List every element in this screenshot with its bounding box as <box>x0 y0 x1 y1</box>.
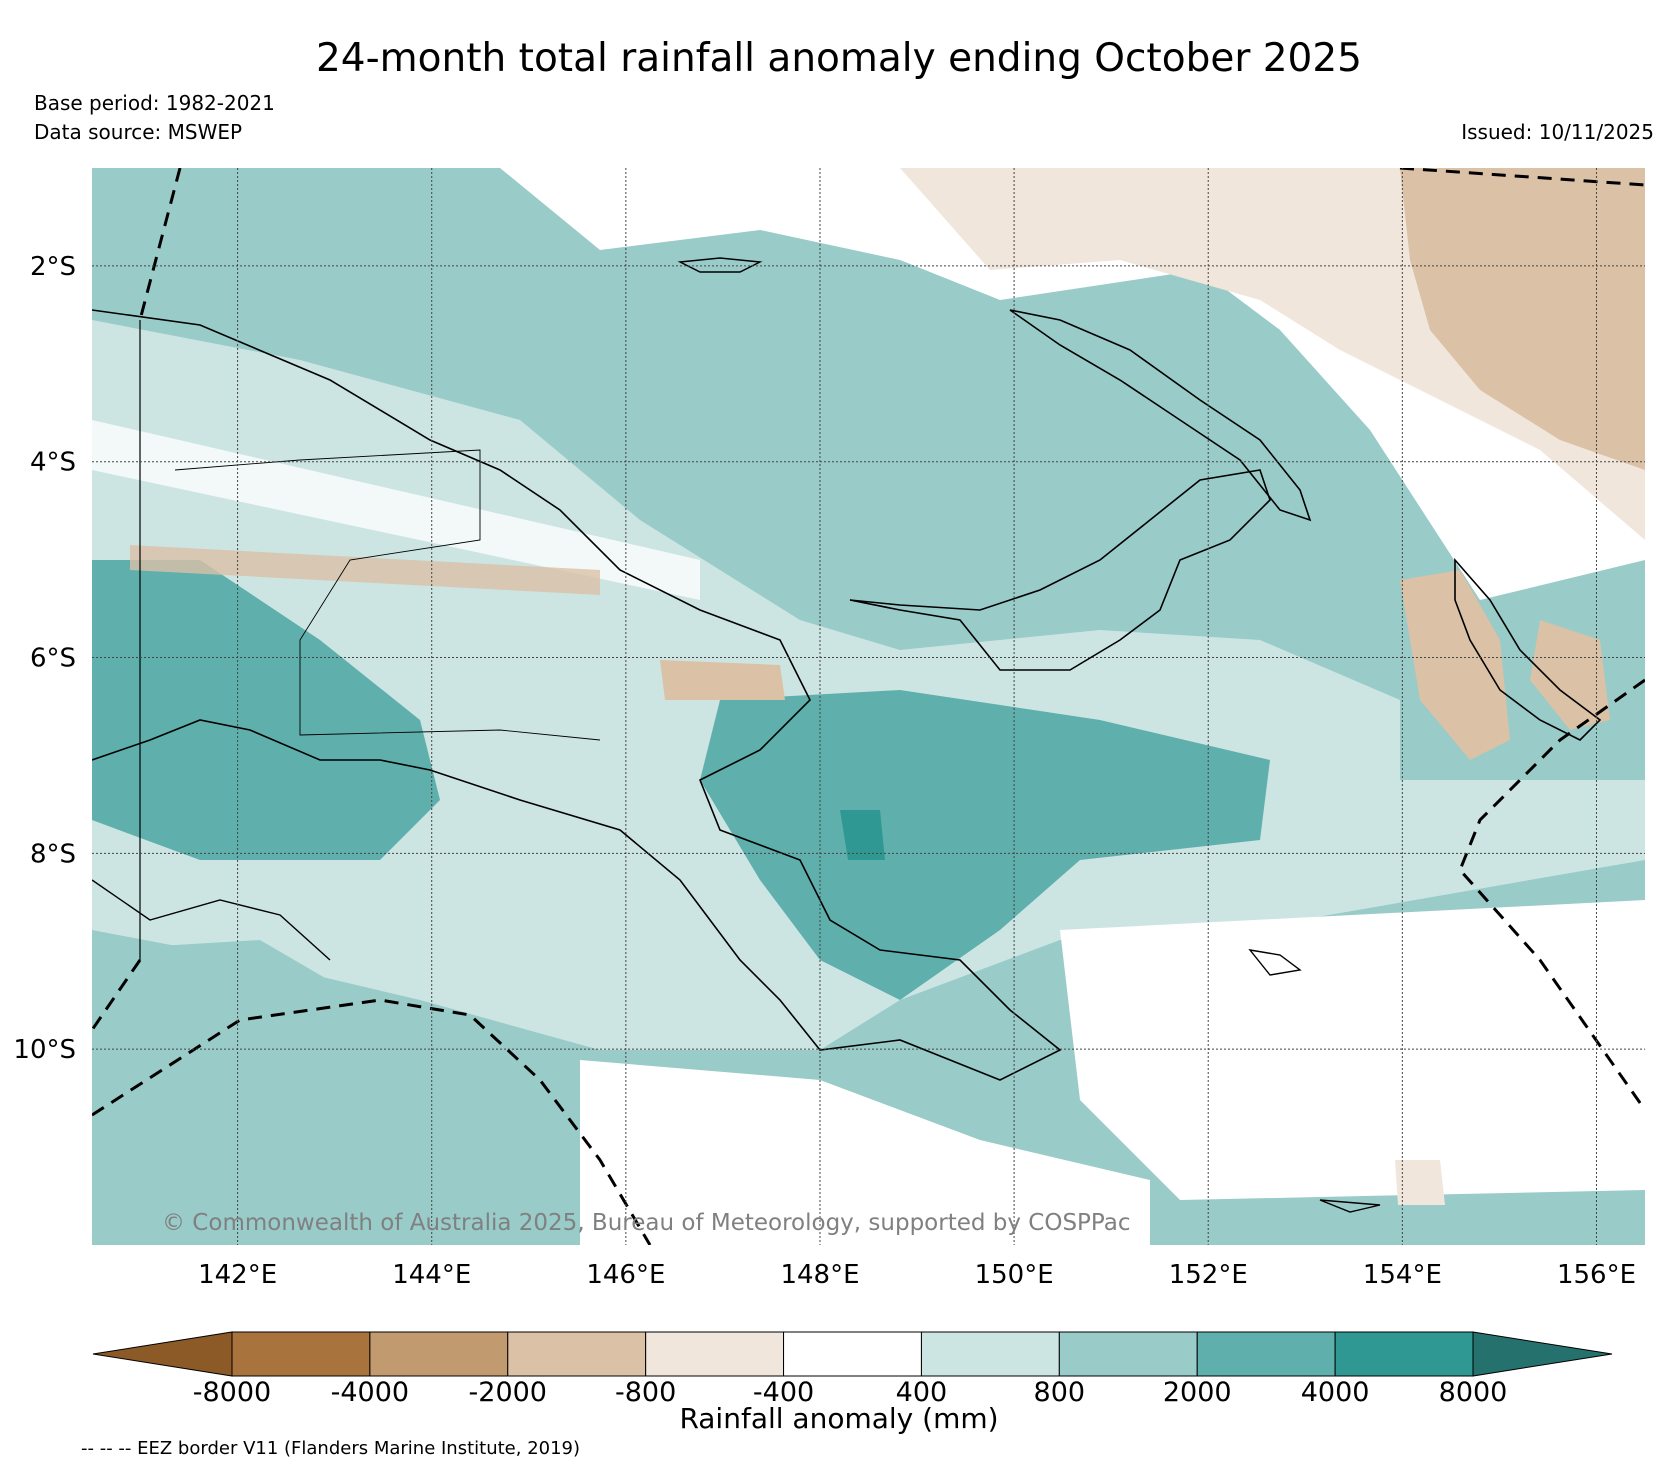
base-period: Base period: 1982-2021 <box>34 91 275 115</box>
colorbar-swatch <box>1334 1331 1474 1377</box>
colorbar-swatch <box>920 1331 1060 1377</box>
anomaly-white-highlands <box>92 420 700 600</box>
rainfall-map: 2°S 4°S 6°S 8°S 10°S 142°E 144°E 146°E 148°E 150… <box>13 168 1645 1290</box>
colorbar-extend-low <box>92 1331 233 1377</box>
colorbar: -8000 -4000 -2000 -800 -400 400 800 2000 4000 800… <box>92 1331 1613 1408</box>
map-title: 24-month total rainfall anomaly ending O… <box>315 36 1362 81</box>
lat-label: 10°S <box>13 1035 76 1065</box>
colorbar-tick-label: 8000 <box>1439 1377 1508 1408</box>
longitude-labels: 142°E 144°E 146°E 148°E 150°E 152°E 154°E 156°E <box>198 1260 1636 1290</box>
colorbar-tick-label: 4000 <box>1301 1377 1370 1408</box>
anomaly-band-north-west <box>92 168 620 250</box>
anomaly-dry-bougainville <box>1400 570 1510 760</box>
colorbar-swatch <box>1058 1331 1198 1377</box>
anomaly-very-wet-spot <box>840 810 885 860</box>
anomaly-wet-torres <box>92 940 420 1245</box>
copyright-notice: © Commonwealth of Australia 2025, Bureau… <box>162 1210 1131 1236</box>
lon-label: 150°E <box>975 1260 1054 1290</box>
eez-note: -- -- -- EEZ border V11 (Flanders Marine… <box>81 1438 581 1459</box>
anomaly-wet-southwest <box>92 560 440 860</box>
lat-label: 8°S <box>30 839 76 869</box>
anomaly-white-south <box>580 1060 1150 1245</box>
colorbar-tick-labels: -8000 -4000 -2000 -800 -400 400 800 2000 4000 800… <box>193 1377 1508 1408</box>
map-panel <box>92 168 1645 1245</box>
colorbar-swatch <box>645 1331 785 1377</box>
anomaly-wet-solomon-sea <box>700 690 1270 1000</box>
coastline-manus <box>677 257 763 273</box>
anomaly-drier-northeast <box>1400 168 1645 470</box>
anomaly-dry-solomons <box>1530 620 1610 730</box>
lon-label: 148°E <box>780 1260 859 1290</box>
coastline-torres <box>92 879 331 961</box>
colorbar-tick-label: -8000 <box>193 1377 271 1408</box>
colorbar-tick-label: -800 <box>615 1377 676 1408</box>
coastline-new-ireland <box>1009 309 1312 522</box>
provincial-borders <box>174 449 601 741</box>
coastline-new-britain <box>849 469 1271 671</box>
anomaly-dry-spot-rennell <box>1395 1160 1445 1205</box>
lon-label: 152°E <box>1169 1260 1248 1290</box>
coastline-rennell <box>1319 1199 1381 1213</box>
lat-label: 2°S <box>30 252 76 282</box>
colorbar-swatch <box>783 1331 922 1377</box>
lat-label: 6°S <box>30 644 76 674</box>
latitude-labels: 2°S 4°S 6°S 8°S 10°S <box>13 252 76 1065</box>
issued-date: Issued: 10/11/2025 <box>1461 120 1654 144</box>
colorbar-extend-high <box>1472 1331 1613 1377</box>
coastline-bougainville <box>1454 557 1602 741</box>
anomaly-dry-spot-new-guinea <box>660 660 785 700</box>
lon-label: 154°E <box>1363 1260 1442 1290</box>
anomaly-wet-bismarck <box>560 330 1110 560</box>
coastline-new-guinea <box>92 309 1062 1081</box>
colorbar-tick-label: -400 <box>753 1377 814 1408</box>
lon-label: 144°E <box>392 1260 471 1290</box>
colorbar-tick-label: 2000 <box>1163 1377 1232 1408</box>
lon-label: 142°E <box>198 1260 277 1290</box>
coastline-islands-east <box>1248 949 1302 976</box>
colorbar-label: Rainfall anomaly (mm) <box>679 1402 999 1435</box>
graticule <box>92 168 1645 1245</box>
lon-label: 156°E <box>1557 1260 1636 1290</box>
colorbar-swatch <box>1196 1331 1336 1377</box>
colorbar-tick-label: 400 <box>896 1377 948 1408</box>
colorbar-tick-label: -4000 <box>331 1377 409 1408</box>
lat-label: 4°S <box>30 448 76 478</box>
anomaly-white-southeast <box>1060 900 1645 1200</box>
lon-label: 146°E <box>586 1260 665 1290</box>
colorbar-tick-label: 800 <box>1034 1377 1086 1408</box>
colorbar-tick-label: -2000 <box>469 1377 547 1408</box>
colorbar-swatches <box>92 1331 1613 1377</box>
data-source: Data source: MSWEP <box>34 120 243 144</box>
colorbar-swatch <box>507 1331 647 1377</box>
anomaly-dry-highlands <box>130 545 600 595</box>
colorbar-swatch <box>369 1331 509 1377</box>
eez-borders <box>92 168 1645 1245</box>
colorbar-swatch <box>231 1331 371 1377</box>
